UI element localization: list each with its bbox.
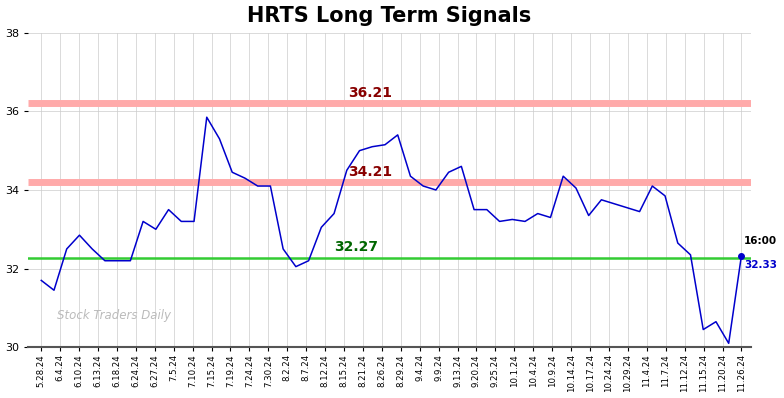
Text: 36.21: 36.21 [348,86,392,100]
Title: HRTS Long Term Signals: HRTS Long Term Signals [247,6,532,25]
Text: 34.21: 34.21 [348,164,393,179]
Text: 32.27: 32.27 [334,240,379,254]
Text: 16:00: 16:00 [744,236,778,246]
Text: 32.33: 32.33 [744,259,777,269]
Text: Stock Traders Daily: Stock Traders Daily [57,309,171,322]
